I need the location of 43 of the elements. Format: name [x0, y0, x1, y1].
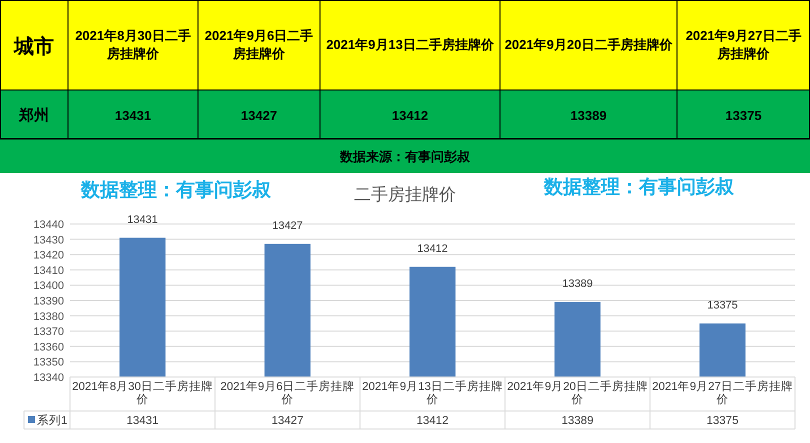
y-tick-label: 13340: [33, 372, 64, 384]
y-tick-label: 13350: [33, 356, 64, 369]
text: 13412: [417, 242, 448, 255]
y-tick-label: 13410: [33, 264, 64, 277]
text: 城市: [13, 34, 54, 58]
text: 13431: [126, 415, 158, 427]
category-label: 2021年9月6日二手房挂牌价: [204, 28, 314, 61]
y-tick-label: 13360: [33, 341, 64, 354]
text: 13427: [272, 415, 304, 427]
text: 13412: [416, 415, 448, 427]
category-label: 2021年9月20日二手房挂牌价: [504, 37, 672, 52]
y-tick-label: 13440: [33, 219, 64, 231]
data-label: 13389: [570, 108, 607, 123]
y-tick-label: 13380: [33, 310, 64, 323]
text: 13431: [127, 214, 158, 226]
text: 13375: [707, 299, 738, 312]
text: 13375: [706, 415, 738, 427]
data-label: 13412: [392, 108, 428, 123]
source-note: 数据来源：有事问彭叔: [339, 149, 471, 164]
y-tick-label: 13390: [33, 296, 64, 308]
y-tick-label: 13420: [33, 250, 64, 262]
text: 数据整理：有事问彭叔: [80, 179, 272, 201]
x-tick-label: 2021年8月30日二手房挂牌 价: [72, 379, 213, 406]
y-tick-label: 13400: [33, 280, 64, 292]
y-tick-label: 13370: [33, 326, 64, 338]
data-label: 13431: [114, 108, 152, 123]
x-tick-label: 2021年9月6日二手房挂牌 价: [220, 379, 355, 406]
category-label: 2021年8月30日二手房挂牌价: [75, 28, 191, 61]
text: 郑州: [18, 107, 49, 124]
y-tick-label: 13430: [33, 234, 64, 246]
text: 13389: [562, 415, 594, 427]
text: 13427: [272, 220, 303, 232]
x-tick-label: 2021年9月20日二手房挂牌 价: [507, 379, 648, 406]
text: 数据整理：有事问彭叔: [543, 176, 735, 198]
category-label: 2021年9月27日二手房挂牌价: [686, 28, 802, 61]
chart-title: 二手房挂牌价: [354, 185, 456, 204]
legend-label: 系列1: [37, 414, 68, 427]
data-label: 13375: [725, 108, 762, 123]
x-tick-label: 2021年9月27日二手房挂牌 价: [652, 379, 793, 406]
text: 13389: [562, 278, 593, 290]
category-label: 2021年9月13日二手房挂牌价: [326, 37, 494, 52]
x-tick-label: 2021年9月13日二手房挂牌 价: [362, 379, 503, 406]
data-label: 13427: [240, 108, 278, 123]
